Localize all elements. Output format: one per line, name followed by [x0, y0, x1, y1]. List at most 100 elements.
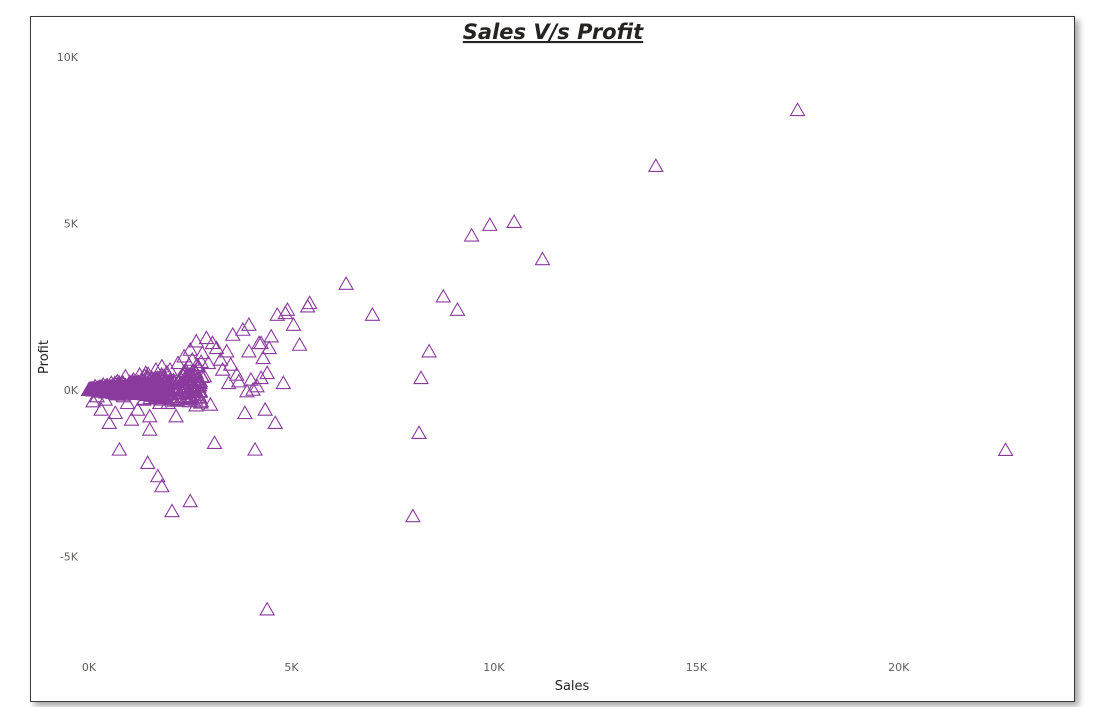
- data-point: [247, 441, 263, 456]
- scatter-points: [81, 102, 1014, 616]
- data-point: [481, 217, 498, 231]
- data-point: [238, 383, 255, 398]
- data-point: [149, 468, 166, 483]
- data-point: [421, 343, 438, 358]
- data-point: [220, 375, 237, 390]
- x-tick-label: 15K: [686, 661, 708, 674]
- data-point: [123, 411, 140, 426]
- data-point: [285, 316, 302, 331]
- data-point: [214, 361, 231, 376]
- data-point: [364, 306, 381, 321]
- data-point: [161, 382, 178, 397]
- data-point: [164, 503, 180, 518]
- data-point: [275, 375, 292, 390]
- y-axis-label: Profit: [37, 340, 52, 374]
- y-tick-label: 10K: [57, 51, 79, 64]
- data-point: [206, 435, 223, 450]
- data-point: [194, 368, 210, 383]
- data-point: [413, 370, 429, 385]
- data-point: [182, 493, 199, 508]
- data-point: [191, 377, 208, 392]
- data-point: [135, 386, 152, 401]
- data-point: [506, 214, 523, 228]
- data-point: [155, 378, 172, 392]
- data-point: [124, 373, 141, 388]
- data-point: [299, 298, 316, 313]
- data-point: [101, 383, 118, 398]
- data-point: [404, 508, 421, 523]
- y-tick-label: -5K: [60, 550, 79, 563]
- data-point: [93, 401, 110, 416]
- data-point: [183, 365, 200, 380]
- data-point: [143, 387, 160, 402]
- data-point: [192, 394, 209, 409]
- data-point: [121, 374, 138, 389]
- data-point: [257, 401, 274, 416]
- data-point: [259, 365, 276, 380]
- data-point: [194, 345, 211, 360]
- data-point: [224, 326, 241, 341]
- data-point: [188, 333, 205, 348]
- data-point: [168, 408, 184, 423]
- data-point: [647, 158, 664, 173]
- data-point: [179, 384, 196, 398]
- data-point: [251, 335, 268, 350]
- data-point: [277, 305, 294, 320]
- data-point: [338, 275, 355, 290]
- data-point: [182, 341, 199, 356]
- data-point: [152, 389, 169, 404]
- y-tick-label: 0K: [64, 384, 79, 397]
- data-point: [191, 389, 208, 404]
- x-axis-label: Sales: [555, 679, 590, 694]
- data-point: [435, 288, 452, 303]
- data-point: [117, 384, 134, 398]
- data-point: [218, 343, 235, 358]
- data-point: [411, 425, 427, 440]
- data-point: [208, 340, 225, 355]
- data-point: [141, 421, 158, 436]
- data-point: [97, 391, 114, 406]
- data-point: [152, 386, 169, 401]
- data-point: [263, 328, 280, 343]
- data-point: [534, 251, 551, 266]
- data-point: [240, 316, 257, 331]
- data-point: [789, 102, 806, 117]
- data-point: [176, 348, 193, 363]
- data-point: [101, 415, 118, 430]
- x-tick-label: 5K: [284, 661, 299, 674]
- data-point: [212, 351, 229, 366]
- chart-title: Sales V/s Profit: [463, 20, 644, 44]
- x-tick-label: 0K: [82, 661, 97, 674]
- data-point: [204, 335, 221, 350]
- data-point: [169, 391, 186, 406]
- data-point: [153, 366, 170, 381]
- data-point: [997, 442, 1014, 457]
- data-point: [463, 227, 480, 242]
- data-point: [111, 441, 128, 456]
- data-point: [234, 321, 251, 336]
- data-point: [228, 366, 245, 381]
- y-axis-ticks: 10K 5K 0K -5K: [57, 51, 79, 563]
- x-tick-label: 10K: [483, 661, 505, 674]
- x-tick-label: 20K: [888, 661, 910, 674]
- data-point: [261, 340, 278, 355]
- data-point: [449, 301, 466, 316]
- data-point: [267, 415, 284, 430]
- data-point: [108, 381, 125, 396]
- data-point: [153, 478, 170, 493]
- data-point: [198, 330, 215, 345]
- data-point: [93, 379, 110, 394]
- data-point: [176, 363, 193, 378]
- data-point: [269, 306, 286, 321]
- data-point: [259, 601, 276, 616]
- y-tick-label: 5K: [64, 217, 79, 230]
- data-point: [182, 390, 199, 405]
- data-point: [253, 370, 270, 385]
- data-point: [170, 355, 187, 370]
- data-point: [153, 358, 170, 373]
- data-point: [255, 350, 272, 365]
- data-point: [291, 336, 308, 351]
- data-point: [139, 455, 156, 469]
- data-point: [240, 343, 257, 358]
- data-point: [107, 405, 124, 420]
